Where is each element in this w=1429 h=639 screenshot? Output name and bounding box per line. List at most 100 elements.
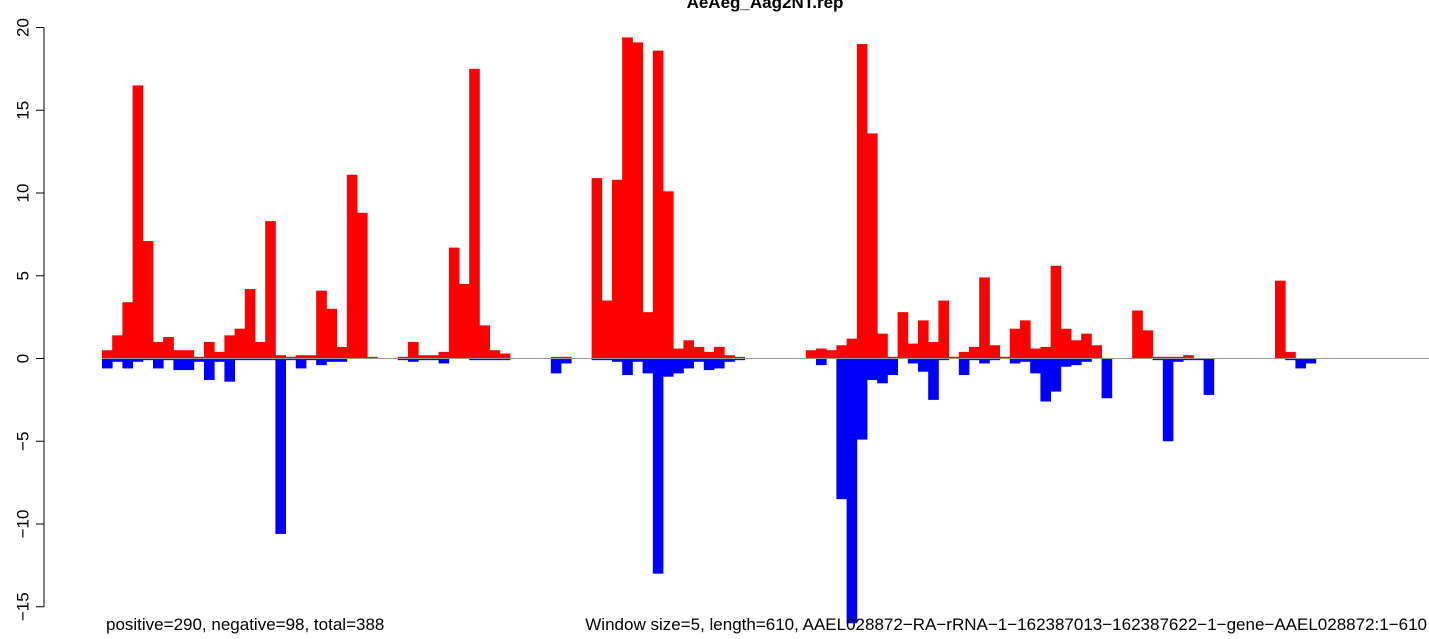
positive-bar	[459, 284, 470, 359]
y-tick-label: 0	[13, 354, 32, 363]
negative-bar	[1193, 358, 1204, 361]
positive-bar	[1152, 356, 1164, 359]
positive-bar	[1071, 340, 1082, 359]
positive-bar	[734, 356, 745, 359]
negative-bar	[989, 358, 1000, 361]
positive-bar	[428, 355, 439, 359]
positive-bar	[979, 277, 990, 359]
positive-bar	[499, 353, 511, 359]
negative-bar	[1030, 358, 1041, 374]
negative-bar	[1295, 358, 1306, 369]
positive-bar	[142, 240, 154, 359]
negative-bar	[316, 358, 327, 366]
positive-bar	[1173, 356, 1184, 359]
negative-bar	[1071, 358, 1082, 366]
negative-bar	[734, 358, 745, 361]
positive-bar	[999, 356, 1011, 359]
negative-bar	[1152, 358, 1164, 361]
negative-bar	[479, 358, 490, 361]
positive-bar	[408, 341, 419, 359]
negative-bar	[632, 358, 643, 362]
positive-bar	[907, 343, 919, 359]
negative-bar	[673, 358, 684, 374]
negative-bar	[877, 358, 888, 384]
positive-bar	[1162, 356, 1174, 359]
positive-bar	[703, 351, 715, 359]
positive-bar	[928, 341, 939, 359]
positive-bar	[1081, 333, 1092, 359]
y-tick-label: 20	[13, 18, 32, 37]
negative-bar	[397, 358, 409, 361]
negative-bar	[122, 358, 133, 369]
negative-bar	[724, 358, 735, 362]
positive-bar	[306, 355, 317, 359]
positive-bar	[836, 345, 847, 359]
negative-bar	[112, 358, 123, 362]
negative-bars	[102, 358, 1317, 624]
y-tick-label: 5	[13, 271, 32, 280]
positive-bar	[214, 351, 225, 359]
negative-bar	[336, 358, 348, 362]
negative-bar	[214, 358, 225, 362]
positive-bar	[1040, 346, 1051, 359]
positive-bar	[816, 348, 827, 359]
negative-bar	[846, 358, 858, 624]
positive-bar	[948, 356, 960, 359]
positive-bar	[714, 346, 725, 359]
positive-bar	[642, 312, 654, 359]
positive-bar	[1132, 310, 1143, 359]
positive-bar	[561, 356, 572, 359]
positive-bar	[958, 351, 970, 359]
positive-bar	[805, 350, 817, 359]
negative-bar	[938, 358, 949, 361]
negative-bar	[153, 358, 164, 369]
negative-bar	[714, 358, 725, 369]
negative-bar	[601, 358, 613, 361]
positive-bar	[846, 338, 858, 359]
positive-bar	[1060, 328, 1072, 359]
negative-bar	[1050, 358, 1062, 392]
negative-bar	[652, 358, 664, 574]
negative-bar	[1101, 358, 1113, 399]
negative-bar	[591, 358, 603, 361]
positive-bar	[183, 350, 195, 359]
positive-bar	[867, 133, 878, 359]
negative-bar	[326, 358, 337, 362]
negative-bar	[142, 358, 154, 361]
negative-bar	[1173, 358, 1184, 362]
positive-bars	[102, 37, 1296, 359]
negative-bar	[234, 358, 246, 361]
negative-bar	[622, 358, 633, 376]
y-tick-label: 15	[13, 101, 32, 120]
positive-bar	[826, 350, 837, 359]
negative-bar	[295, 358, 307, 369]
negative-bar	[1081, 358, 1092, 362]
negative-bar	[255, 358, 266, 361]
negative-bar	[204, 358, 215, 381]
positive-bar	[122, 302, 133, 359]
positive-bar	[132, 85, 144, 359]
negative-bar	[193, 358, 205, 362]
positive-bar	[938, 300, 949, 359]
negative-bar	[1183, 358, 1194, 361]
negative-bar	[163, 358, 174, 361]
positive-bar	[418, 355, 429, 359]
negative-bar	[469, 358, 480, 361]
positive-bar	[652, 50, 664, 359]
positive-bar	[234, 328, 246, 359]
positive-bar	[438, 351, 450, 359]
positive-bar	[683, 340, 694, 359]
positive-bar	[357, 212, 368, 359]
negative-bar	[1162, 358, 1174, 442]
negative-bar	[1060, 358, 1072, 367]
positive-bar	[469, 68, 480, 359]
positive-bar	[1009, 328, 1021, 359]
positive-bar	[693, 346, 705, 359]
positive-bar	[285, 356, 297, 359]
positive-bar	[316, 290, 327, 359]
negative-bar	[1305, 358, 1317, 364]
positive-bar	[724, 355, 735, 359]
positive-bar	[887, 356, 898, 359]
negative-bar	[499, 358, 511, 361]
positive-bar	[295, 355, 307, 359]
